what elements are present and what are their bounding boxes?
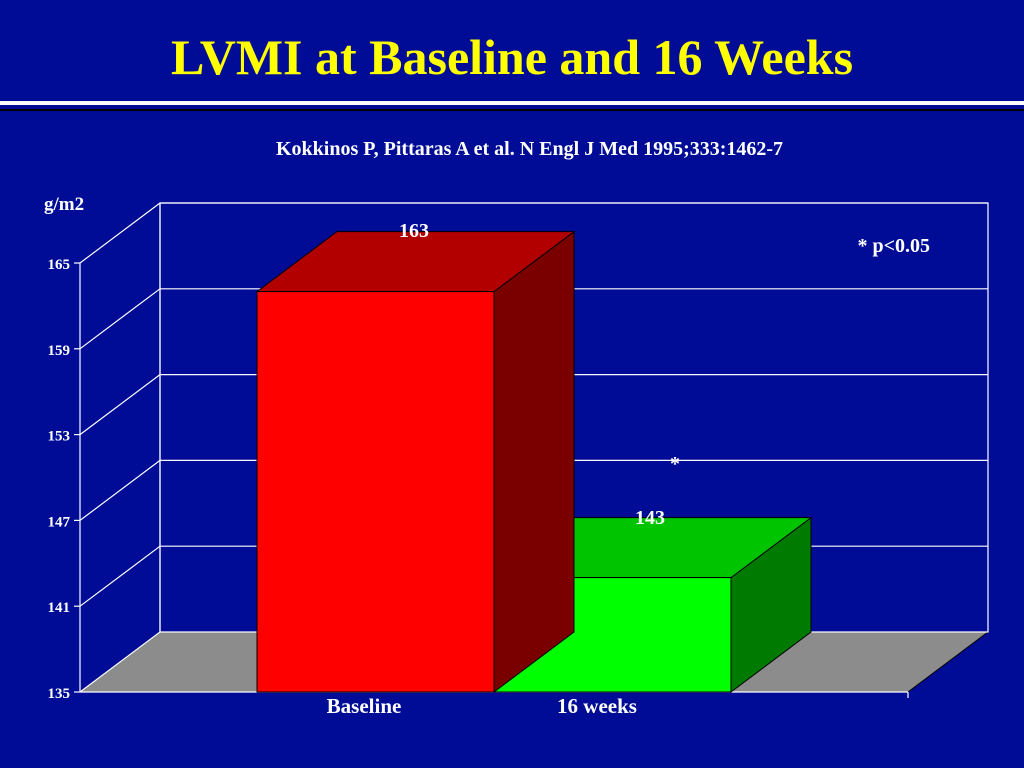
y-axis-label: g/m2	[44, 194, 84, 215]
gridline-side	[79, 545, 161, 607]
gridline-side	[79, 202, 161, 264]
title-underline-shadow	[0, 109, 1024, 111]
category-label-16-weeks: 16 weeks	[557, 694, 637, 718]
bars	[255, 230, 813, 693]
citation: Kokkinos P, Pittaras A et al. N Engl J M…	[276, 138, 784, 160]
y-tick-label: 165	[48, 257, 71, 273]
chart-labels: 135 141 147 153 159 165 g/m2 163 143 Baseline 16 w…	[44, 194, 930, 718]
y-tick-label: 153	[48, 429, 71, 445]
y-tick-label: 159	[48, 343, 71, 359]
y-tick-label: 147	[48, 514, 71, 530]
y-tick-label: 141	[48, 600, 71, 616]
title-underline	[0, 101, 1024, 105]
bar-side-baseline	[493, 230, 575, 693]
gridline-side	[79, 631, 161, 693]
data-label-baseline: 163	[399, 220, 429, 242]
significance-marker: *	[670, 453, 680, 475]
category-label-baseline: Baseline	[327, 694, 402, 718]
gridline-side	[79, 459, 161, 521]
gridline-side	[79, 288, 161, 350]
data-label-16-weeks: 143	[635, 507, 665, 529]
gridline-side	[79, 374, 161, 436]
significance-legend: * p<0.05	[857, 235, 930, 257]
slide-title: LVMI at Baseline and 16 Weeks	[170, 29, 854, 85]
y-tick-label: 135	[48, 686, 71, 702]
bar-baseline	[256, 291, 495, 693]
